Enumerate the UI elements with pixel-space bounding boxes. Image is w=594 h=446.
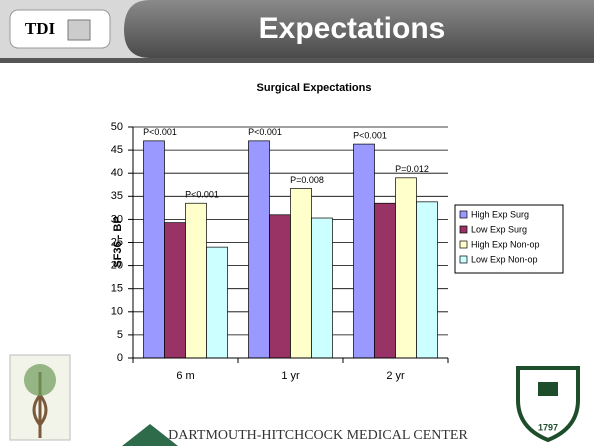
- y-tick-label: 20: [111, 260, 123, 272]
- legend-swatch: [459, 210, 468, 219]
- footer-emblem: [122, 424, 178, 446]
- y-tick-label: 35: [111, 190, 123, 202]
- header-rule: [0, 58, 594, 63]
- bar: [290, 188, 312, 359]
- legend-box: [454, 204, 564, 274]
- bar: [248, 140, 270, 359]
- p-value-annotation: P<0.001: [248, 127, 282, 137]
- y-tick-label: 5: [117, 329, 123, 341]
- bar: [374, 202, 396, 359]
- footer-text: DARTMOUTH-HITCHCOCK MEDICAL CENTER: [168, 428, 468, 443]
- y-tick-label: 15: [111, 283, 123, 295]
- p-value-annotation: P=0.008: [290, 175, 324, 185]
- p-value-annotation: P<0.001: [353, 130, 387, 140]
- x-tick-label: 1 yr: [281, 370, 300, 382]
- seal-year: 1797: [538, 422, 558, 432]
- bar: [164, 222, 186, 359]
- y-tick-label: 0: [117, 352, 123, 364]
- p-value-annotation: P<0.001: [143, 127, 177, 137]
- seal-building: [538, 382, 558, 396]
- legend-label: Low Exp Surg: [471, 224, 527, 234]
- y-tick-label: 45: [111, 144, 123, 156]
- legend-swatch: [459, 255, 468, 264]
- plot: 0 5 10 15 20 25 30 35 40 45 50 6 m 1 yr 2 yr P<0.001 P<…: [111, 121, 564, 382]
- x-tick-label: 2 yr: [386, 370, 405, 382]
- y-tick-label: 10: [111, 306, 123, 318]
- bar: [206, 246, 228, 359]
- legend-label: Low Exp Non-op: [471, 254, 538, 264]
- logo-icon: [67, 19, 91, 41]
- bar: [185, 202, 207, 359]
- p-value-annotation: P=0.012: [395, 164, 429, 174]
- y-tick-label: 30: [111, 213, 123, 225]
- logo-text: TDI: [25, 19, 56, 38]
- bar: [416, 201, 438, 359]
- legend-label: High Exp Surg: [471, 209, 529, 219]
- bar: [353, 143, 375, 359]
- y-tick-label: 50: [111, 121, 123, 133]
- seal: [516, 366, 580, 443]
- chart-title: Surgical Expectations: [257, 82, 372, 94]
- bar: [311, 217, 333, 359]
- legend-label: High Exp Non-op: [471, 239, 540, 249]
- bar: [395, 177, 417, 359]
- p-value-annotation: P<0.001: [185, 190, 219, 200]
- header-title-bg: [124, 0, 594, 58]
- y-axis-label: SF36 - BP: [112, 216, 124, 267]
- bar: [269, 214, 291, 359]
- slide-title: Expectations: [259, 12, 446, 45]
- legend-swatch: [459, 225, 468, 234]
- tree-crown: [24, 364, 56, 396]
- x-tick-label: 6 m: [176, 370, 194, 382]
- y-tick-label: 40: [111, 167, 123, 179]
- legend-swatch: [459, 240, 468, 249]
- bar: [143, 140, 165, 359]
- y-tick-label: 25: [111, 236, 123, 248]
